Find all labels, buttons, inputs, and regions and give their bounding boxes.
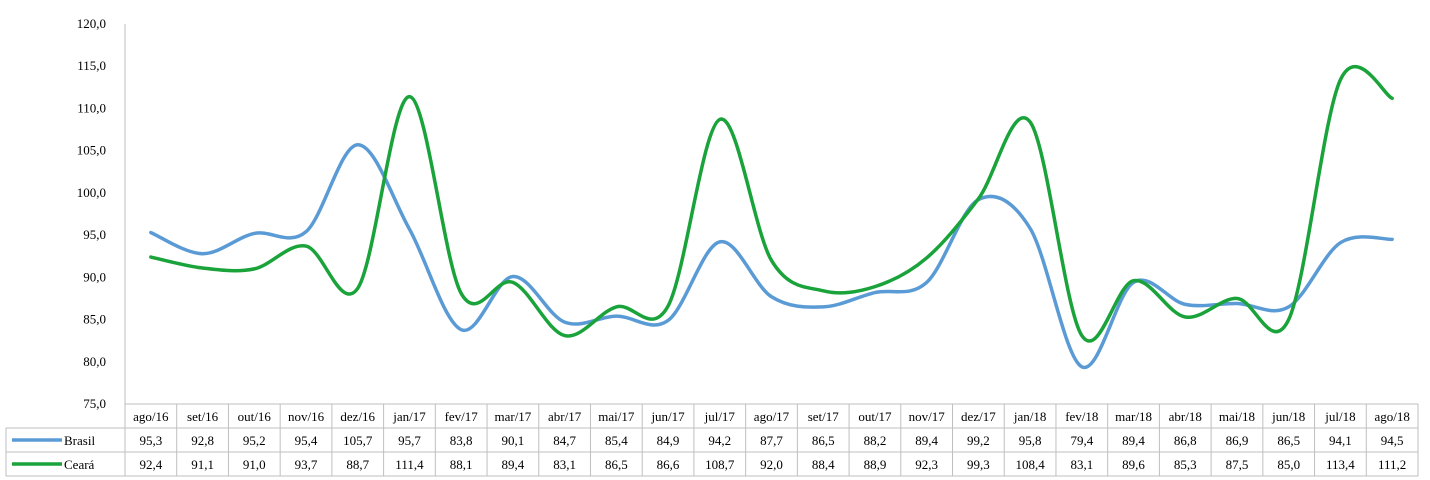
x-category-label: ago/17 [754,409,790,424]
data-value-cell: 91,1 [191,457,214,472]
x-category-label: nov/17 [909,409,946,424]
data-value-cell: 95,2 [243,433,266,448]
data-value-cell: 94,5 [1381,433,1404,448]
data-value-cell: 93,7 [295,457,318,472]
data-value-cell: 105,7 [343,433,373,448]
x-category-label: abr/18 [1169,409,1202,424]
data-value-cell: 83,1 [1070,457,1093,472]
data-value-cell: 92,0 [760,457,783,472]
series-line-cear [149,64,1394,343]
data-value-cell: 91,0 [243,457,266,472]
data-value-cell: 87,7 [760,433,783,448]
data-value-cell: 108,7 [705,457,735,472]
data-value-cell: 86,9 [1226,433,1249,448]
data-value-cell: 94,1 [1329,433,1352,448]
data-value-cell: 113,4 [1326,457,1355,472]
data-value-cell: 108,4 [1015,457,1045,472]
data-value-cell: 95,7 [398,433,421,448]
data-value-cell: 89,4 [915,433,938,448]
x-category-label: jun/18 [1271,409,1305,424]
x-category-label: ago/18 [1374,409,1409,424]
y-tick-label: 90,0 [83,269,106,284]
data-value-cell: 92,3 [915,457,938,472]
x-category-label: set/16 [187,409,219,424]
data-value-cell: 86,8 [1174,433,1197,448]
y-axis: 75,0 80,0 85,0 90,0 95,0 100,0 105,0 110,0 115,0… [77,16,126,411]
data-value-cell: 88,7 [346,457,369,472]
y-tick-label: 115,0 [77,58,106,73]
y-tick-label: 95,0 [83,227,106,242]
x-category-label: set/17 [808,409,840,424]
x-category-label: jul/17 [704,409,736,424]
data-table: ago/16 set/16 out/16 nov/16 dez/16 jan/17 fev/… [5,403,1419,477]
x-category-label: nov/16 [288,409,325,424]
data-value-cell: 92,4 [139,457,162,472]
data-value-cell: 99,2 [967,433,990,448]
x-category-label: jan/18 [1013,409,1047,424]
data-value-cell: 94,2 [708,433,731,448]
data-value-cell: 95,8 [1019,433,1042,448]
y-tick-label: 80,0 [83,354,106,369]
data-value-cell: 95,4 [295,433,318,448]
data-value-cell: 88,2 [864,433,887,448]
data-value-cell: 90,1 [502,433,525,448]
x-category-label: jun/17 [650,409,685,424]
x-category-label: ago/16 [133,409,169,424]
x-category-label: jan/17 [392,409,426,424]
y-tick-label: 120,0 [77,16,106,31]
data-value-cell: 83,8 [450,433,473,448]
data-value-cell: 89,4 [502,457,525,472]
x-category-label: dez/17 [961,409,996,424]
data-value-cell: 88,1 [450,457,473,472]
x-category-label: abr/17 [548,409,582,424]
data-value-cell: 86,5 [1277,433,1300,448]
y-tick-label: 100,0 [77,185,106,200]
data-value-cell: 111,4 [395,457,424,472]
y-tick-label: 75,0 [83,396,106,411]
x-category-label: jul/18 [1324,409,1355,424]
legend-label: Ceará [64,457,95,472]
data-value-cell: 85,4 [605,433,628,448]
data-value-cell: 85,0 [1277,457,1300,472]
x-category-label: mai/17 [598,409,635,424]
x-category-label: out/17 [858,409,892,424]
legend-label: Brasil [64,433,95,448]
y-tick-label: 105,0 [77,143,106,158]
data-value-cell: 88,9 [864,457,887,472]
x-category-label: mai/18 [1219,409,1255,424]
series-line-brasil [149,143,1394,370]
y-tick-label: 110,0 [77,100,106,115]
data-value-cell: 89,4 [1122,433,1145,448]
data-value-cell: 84,7 [553,433,576,448]
x-category-label: fev/18 [1065,409,1098,424]
x-category-label: mar/18 [1115,409,1152,424]
data-value-cell: 87,5 [1226,457,1249,472]
data-value-cell: 86,5 [812,433,835,448]
x-category-label: dez/16 [340,409,375,424]
x-category-label: mar/17 [494,409,531,424]
data-value-cell: 111,2 [1378,457,1406,472]
series-lines [149,64,1394,370]
y-tick-label: 85,0 [83,312,106,327]
data-value-cell: 95,3 [139,433,162,448]
data-value-cell: 86,6 [657,457,680,472]
data-value-cell: 85,3 [1174,457,1197,472]
x-category-label: fev/17 [445,409,479,424]
x-category-label: out/16 [238,409,272,424]
data-value-cell: 84,9 [657,433,680,448]
data-value-cell: 92,8 [191,433,214,448]
data-value-cell: 88,4 [812,457,835,472]
data-value-cell: 79,4 [1070,433,1093,448]
data-value-cell: 99,3 [967,457,990,472]
data-value-cell: 86,5 [605,457,628,472]
data-value-cell: 89,6 [1122,457,1145,472]
data-value-cell: 83,1 [553,457,576,472]
